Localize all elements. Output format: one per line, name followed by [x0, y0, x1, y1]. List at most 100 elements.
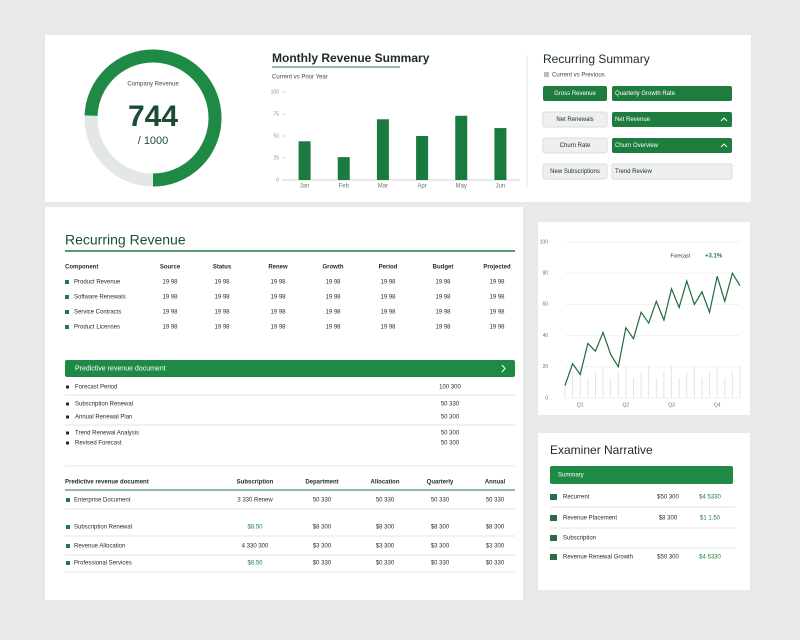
- table-cell: 4 330 300: [242, 544, 269, 550]
- summary-right-text: Trend Review: [615, 169, 652, 175]
- table-cell: 19 98: [489, 280, 505, 286]
- table-header: Period: [379, 265, 398, 271]
- x-tick-label: Apr: [417, 184, 426, 190]
- bar: [455, 115, 468, 180]
- table-cell: 50 330: [431, 498, 450, 504]
- table-cell: 19 98: [162, 280, 178, 286]
- summary-left: [542, 163, 608, 180]
- table-cell: 19 98: [380, 310, 396, 316]
- y-tick-label: 60: [542, 302, 548, 308]
- gauge-arc: [84, 49, 222, 187]
- narrative-value: $1 1.50: [700, 516, 721, 522]
- y-tick-label: 25: [273, 155, 279, 161]
- table-cell: 19 98: [214, 295, 230, 301]
- panel-title: Recurring Summary: [543, 52, 650, 66]
- table-cell: $3 300: [486, 544, 505, 550]
- forecast-label: Subscription Renewal: [75, 402, 133, 408]
- narrative-value: $50 300: [657, 555, 679, 561]
- chart-subtitle: Current vs Prior Year: [272, 75, 328, 81]
- table-cell: 19 98: [270, 325, 286, 331]
- panel-title: Examiner Narrative: [550, 443, 653, 457]
- summary-button[interactable]: [550, 466, 733, 484]
- narrative-label: Revenue Renewal Growth: [563, 555, 633, 561]
- table-cell: 19 98: [214, 310, 230, 316]
- table-cell: Software Renewals: [74, 295, 126, 301]
- table-cell: 19 98: [489, 325, 505, 331]
- table-header: Source: [160, 265, 181, 271]
- table-cell: 19 98: [162, 325, 178, 331]
- narrative-label: Recurrent: [563, 495, 590, 501]
- forecast-value: 100 300: [439, 385, 461, 391]
- row-icon: [550, 515, 557, 521]
- summary-right: [611, 163, 733, 180]
- table-cell: 19 98: [270, 310, 286, 316]
- table-cell: $3 300: [431, 544, 450, 550]
- summary-left-text: Churn Rate: [560, 143, 591, 149]
- row-icon: [65, 295, 69, 299]
- table-header: Subscription: [237, 480, 274, 486]
- narrative-value: $8 300: [659, 516, 678, 522]
- line-series: [564, 271, 741, 386]
- table-cell: Enterprise Document: [74, 498, 131, 504]
- table-cell: Service Contracts: [74, 310, 121, 316]
- narrative-label: Revenue Placement: [563, 516, 617, 522]
- forecast-value: 50 300: [441, 441, 460, 447]
- table-header: Predictive revenue document: [65, 480, 149, 486]
- y-tick-label: 75: [273, 111, 279, 117]
- summary-left: [543, 86, 607, 101]
- table-cell: Product Revenue: [74, 280, 121, 286]
- x-tick-label: May: [456, 184, 467, 190]
- table-cell: $8 300: [486, 525, 505, 531]
- table-cell: 19 98: [214, 325, 230, 331]
- narrative-value: $50 300: [657, 495, 679, 501]
- x-tick-label: Q2: [623, 402, 630, 408]
- table-cell: 19 98: [325, 280, 341, 286]
- table-cell: Professional Services: [74, 561, 132, 567]
- table-cell: 19 98: [325, 325, 341, 331]
- table-cell: 19 98: [489, 295, 505, 301]
- table-cell: $8 300: [431, 525, 450, 531]
- summary-right: [612, 86, 732, 101]
- forecast-bar[interactable]: [65, 360, 515, 377]
- summary-left-text: Gross Revenue: [554, 91, 596, 97]
- table-cell: $8.50: [247, 561, 263, 567]
- table-cell: $8 300: [313, 525, 332, 531]
- row-icon: [65, 310, 69, 314]
- table-cell: 3 330 Renew: [237, 498, 273, 504]
- bar: [416, 136, 429, 180]
- table-header: Quarterly: [427, 480, 454, 486]
- y-tick-label: 20: [542, 364, 548, 370]
- line-card: [538, 222, 750, 415]
- table-cell: $8.50: [247, 525, 263, 531]
- row-icon: [550, 494, 557, 500]
- row-icon: [66, 561, 70, 565]
- bar: [337, 157, 350, 180]
- table-cell: 19 98: [380, 325, 396, 331]
- chevron: [501, 364, 506, 373]
- chart-title: Monthly Revenue Summary: [272, 51, 430, 65]
- row-icon: [550, 535, 557, 541]
- summary-right: [612, 112, 732, 127]
- row-icon: [66, 441, 69, 445]
- table-header: Component: [65, 265, 98, 271]
- icon: [544, 72, 549, 77]
- row-icon: [550, 554, 557, 560]
- summary-left: [542, 137, 608, 154]
- table-cell: Revenue Allocation: [74, 544, 125, 550]
- bar: [298, 141, 311, 180]
- table-cell: 19 98: [325, 310, 341, 316]
- table-header: Annual: [485, 480, 506, 486]
- row-icon: [65, 280, 69, 284]
- gauge-target: / 1000: [138, 135, 169, 147]
- table-header: Growth: [323, 265, 344, 271]
- x-tick-label: Feb: [339, 184, 350, 190]
- bar: [376, 119, 389, 180]
- narrative-card: [538, 433, 750, 590]
- table-cell: 19 98: [162, 310, 178, 316]
- table-header: Renew: [268, 265, 288, 271]
- chevron: [720, 143, 728, 148]
- table-header: Budget: [433, 265, 454, 271]
- revenue-card: [45, 207, 523, 600]
- narrative-value: $4 5330: [699, 555, 721, 561]
